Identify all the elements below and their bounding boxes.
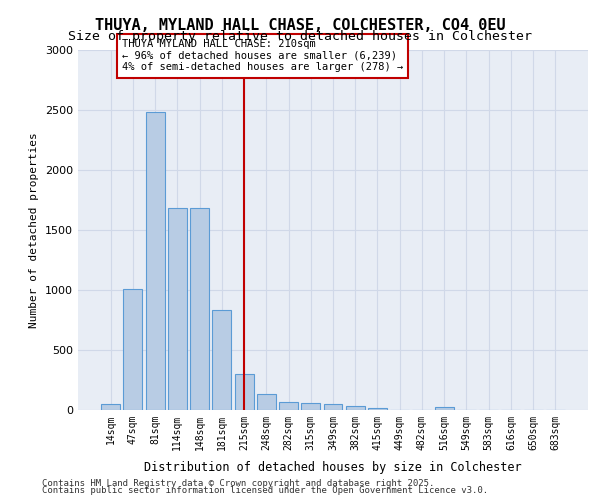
Bar	[212, 310, 231, 410]
Text: Contains public sector information licensed under the Open Government Licence v3: Contains public sector information licen…	[42, 486, 488, 495]
X-axis label: Distribution of detached houses by size in Colchester: Distribution of detached houses by size …	[144, 461, 522, 474]
Bar	[168, 208, 187, 410]
Bar	[346, 406, 365, 410]
Text: Size of property relative to detached houses in Colchester: Size of property relative to detached ho…	[68, 30, 532, 43]
Bar	[235, 374, 254, 410]
Bar	[190, 208, 209, 410]
Bar	[368, 408, 387, 410]
Text: Contains HM Land Registry data © Crown copyright and database right 2025.: Contains HM Land Registry data © Crown c…	[42, 478, 434, 488]
Y-axis label: Number of detached properties: Number of detached properties	[29, 132, 40, 328]
Bar	[124, 290, 142, 410]
Bar	[323, 404, 343, 410]
Text: THUYA MYLAND HALL CHASE: 210sqm
← 96% of detached houses are smaller (6,239)
4% : THUYA MYLAND HALL CHASE: 210sqm ← 96% of…	[122, 39, 403, 72]
Bar	[279, 402, 298, 410]
Bar	[435, 407, 454, 410]
Bar	[101, 404, 120, 410]
Bar	[257, 394, 276, 410]
Bar	[146, 112, 164, 410]
Text: THUYA, MYLAND HALL CHASE, COLCHESTER, CO4 0EU: THUYA, MYLAND HALL CHASE, COLCHESTER, CO…	[95, 18, 505, 32]
Bar	[301, 404, 320, 410]
